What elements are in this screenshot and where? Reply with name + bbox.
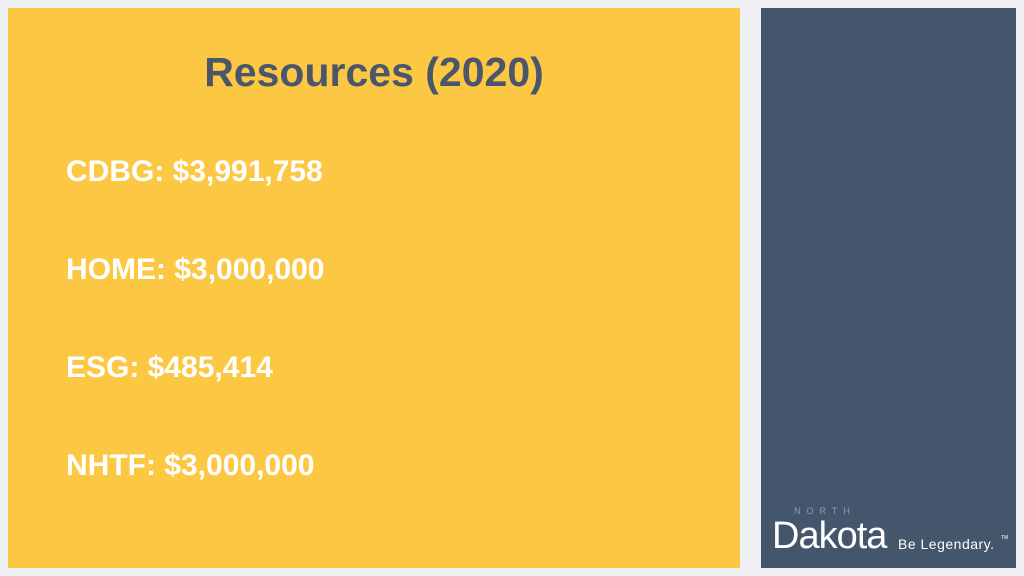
logo-tagline: Be Legendary. (898, 536, 995, 552)
logo-north-text: NORTH (794, 506, 856, 516)
resource-list: CDBG: $3,991,758 HOME: $3,000,000 ESG: $… (66, 150, 324, 542)
content-panel (8, 8, 740, 568)
resource-item-nhtf: NHTF: $3,000,000 (66, 449, 315, 482)
side-panel (761, 8, 1016, 568)
resource-item-cdbg: CDBG: $3,991,758 (66, 155, 323, 188)
north-dakota-logo: NORTH Dakota Be Legendary. TM (772, 506, 1012, 562)
slide-title: Resources (2020) (204, 49, 544, 95)
logo-trademark: TM (1001, 535, 1009, 541)
resource-item-home: HOME: $3,000,000 (66, 253, 325, 286)
resource-item-esg: ESG: $485,414 (66, 351, 273, 384)
logo-dakota-text: Dakota (772, 515, 887, 557)
